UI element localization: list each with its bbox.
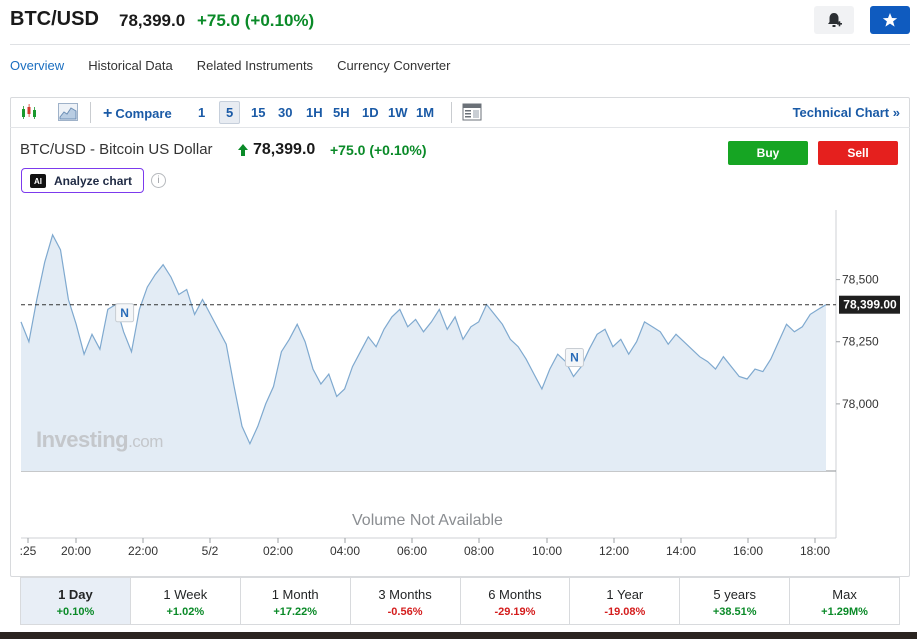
period-tab[interactable]: Max +1.29M% (790, 578, 899, 624)
double-chevron-icon: » (892, 105, 900, 120)
interval-5h[interactable]: 5H (333, 105, 350, 120)
x-tick-label: 18:00 (800, 544, 830, 558)
x-tick-label: 08:00 (464, 544, 494, 558)
watchlist-button[interactable] (870, 6, 910, 34)
period-label: 1 Week (163, 587, 208, 602)
news-marker (115, 303, 135, 323)
toolbar-divider (90, 102, 91, 123)
period-performance: 1 Day +0.10% 1 Week +1.02% 1 Month +17.22% 3 M… (20, 577, 900, 625)
technical-chart-link[interactable]: Technical Chart » (792, 105, 900, 120)
y-tick-label: 78,250 (842, 335, 879, 349)
instrument-title: BTC/USD - Bitcoin US Dollar (20, 141, 213, 158)
x-tick-label: 06:00 (397, 544, 427, 558)
period-change: +17.22% (273, 606, 318, 618)
bell-add-icon (828, 13, 842, 27)
period-tab[interactable]: 1 Day +0.10% (21, 578, 131, 624)
ai-icon: AI (30, 174, 46, 188)
news-marker (564, 348, 584, 368)
x-tick-label: 5/2 (202, 544, 219, 558)
y-tick-label: 78,500 (842, 273, 879, 287)
x-tick-label: 04:00 (330, 544, 360, 558)
interval-1m[interactable]: 1M (416, 105, 435, 120)
quote-header: BTC/USD 78,399.0 +75.0 (+0.10%) (0, 0, 917, 44)
chart-panel (10, 97, 910, 577)
tab-historical-data[interactable]: Historical Data (88, 58, 173, 73)
investing-watermark: Investing.com (36, 427, 163, 452)
current-price-label: 78,399.00 (843, 298, 897, 312)
period-change: -0.56% (387, 606, 423, 618)
instrument-price: 78,399.0 (253, 141, 316, 158)
x-tick-label: 12:00 (599, 544, 629, 558)
info-icon[interactable]: i (151, 173, 166, 188)
y-tick-label: 78,000 (842, 397, 879, 411)
plus-icon: + (103, 105, 113, 122)
price-chart[interactable]: 78,399.00 78,500 78,250 78,000 :25 20:00 22:00… (10, 200, 900, 570)
tab-currency-converter[interactable]: Currency Converter (337, 58, 451, 73)
header-divider (10, 44, 910, 45)
arrow-up-icon (238, 144, 248, 156)
x-tick-label: 02:00 (263, 544, 293, 558)
period-change: -29.19% (494, 606, 536, 618)
interval-1h[interactable]: 1H (306, 105, 323, 120)
period-change: +1.02% (166, 606, 205, 618)
period-change: +0.10% (56, 606, 95, 618)
interval-15[interactable]: 15 (251, 105, 266, 120)
period-change: -19.08% (604, 606, 646, 618)
current-price-tag (839, 295, 900, 314)
x-tick-label: :25 (20, 544, 37, 558)
period-label: 3 Months (378, 587, 432, 602)
period-tab[interactable]: 1 Month +17.22% (241, 578, 351, 624)
period-tab[interactable]: 6 Months -29.19% (461, 578, 571, 624)
period-tab[interactable]: 1 Year -19.08% (570, 578, 681, 624)
x-tick-label: 14:00 (666, 544, 696, 558)
candlestick-icon[interactable] (21, 103, 41, 121)
period-label: 1 Year (606, 587, 644, 602)
instrument-nav: Overview Historical Data Related Instrum… (10, 58, 475, 73)
interval-1w[interactable]: 1W (388, 105, 408, 120)
period-label: Max (832, 587, 857, 602)
x-tick-label: 10:00 (532, 544, 562, 558)
interval-30[interactable]: 30 (278, 105, 293, 120)
news-marker-label: N (570, 351, 579, 365)
buy-button[interactable]: Buy (728, 141, 808, 165)
interval-1d[interactable]: 1D (362, 105, 379, 120)
add-alert-button[interactable] (814, 6, 854, 34)
analyze-chart-label: Analyze chart (54, 174, 133, 188)
sell-button[interactable]: Sell (818, 141, 898, 165)
news-marker-label: N (120, 306, 129, 320)
last-price: 78,399.0 (119, 11, 186, 30)
volume-note: Volume Not Available (352, 512, 503, 529)
bottom-bar (0, 632, 917, 639)
toolbar-divider (451, 102, 452, 123)
pair-title: BTC/USD (10, 8, 99, 30)
period-label: 5 years (713, 587, 756, 602)
period-tab[interactable]: 1 Week +1.02% (131, 578, 241, 624)
period-label: 6 Months (488, 587, 542, 602)
layout-icon[interactable] (462, 103, 482, 121)
tab-related-instruments[interactable]: Related Instruments (196, 58, 314, 73)
period-tab[interactable]: 3 Months -0.56% (351, 578, 461, 624)
analyze-chart-button[interactable]: AI Analyze chart (21, 168, 144, 193)
compare-button[interactable]: + Compare (103, 105, 172, 122)
interval-5[interactable]: 5 (219, 101, 241, 124)
period-label: 1 Day (58, 587, 93, 602)
period-change: +1.29M% (821, 606, 868, 618)
x-tick-label: 20:00 (61, 544, 91, 558)
instrument-change: +75.0 (+0.10%) (330, 142, 427, 158)
price-area (21, 234, 826, 471)
area-chart-icon[interactable] (58, 103, 78, 121)
tab-overview[interactable]: Overview (10, 58, 65, 73)
interval-1[interactable]: 1 (198, 105, 206, 120)
chart-toolbar: + Compare 1 5 15 30 1H 5H 1D 1W 1M Techni… (10, 97, 910, 128)
price-change: +75.0 (+0.10%) (197, 11, 315, 30)
star-icon (882, 13, 898, 27)
period-change: +38.51% (712, 606, 757, 618)
period-tab[interactable]: 5 years +38.51% (680, 578, 791, 624)
x-tick-label: 22:00 (128, 544, 158, 558)
x-tick-label: 16:00 (733, 544, 763, 558)
price-line (20, 233, 827, 446)
period-label: 1 Month (271, 587, 319, 602)
